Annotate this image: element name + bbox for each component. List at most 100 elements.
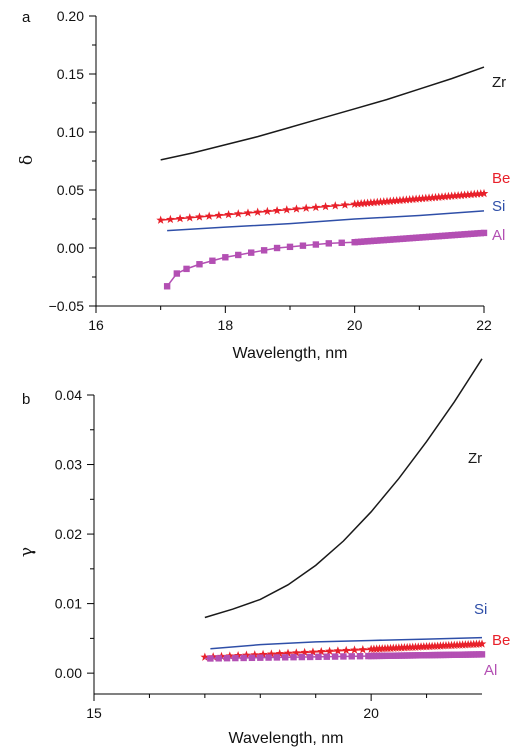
data-point-be-a	[350, 199, 360, 208]
data-point-al-b	[207, 655, 214, 662]
data-point-be-a	[476, 189, 486, 198]
data-point-al-b	[298, 653, 306, 661]
data-point-be-a	[447, 191, 457, 200]
data-point-al-b	[340, 653, 347, 660]
series-line-si-b	[210, 636, 483, 650]
data-point-be-a	[243, 208, 253, 217]
data-point-be-a	[262, 206, 272, 216]
data-point-be-a	[214, 210, 224, 220]
data-point-al-a	[235, 251, 242, 259]
data-point-be-a	[437, 192, 447, 201]
data-point-be-a	[253, 207, 263, 216]
data-point-be-b	[325, 646, 334, 655]
data-point-be-b	[477, 639, 487, 648]
y-tick-label: 0.02	[55, 526, 82, 542]
data-point-be-a	[175, 213, 185, 223]
data-point-be-a	[359, 198, 369, 208]
data-point-be-a	[204, 211, 214, 220]
data-point-al-a	[432, 233, 439, 240]
data-point-be-b	[267, 649, 276, 658]
data-point-be-a	[450, 191, 460, 200]
data-point-be-a	[473, 189, 482, 198]
data-point-be-b	[275, 648, 285, 658]
data-point-be-a	[453, 191, 463, 200]
data-point-be-b	[283, 648, 293, 657]
data-point-be-a	[389, 196, 398, 205]
data-point-al-a	[387, 236, 394, 243]
data-point-be-a	[301, 203, 311, 212]
data-point-be-a	[395, 195, 405, 205]
y-axis-title-a: δ	[17, 155, 37, 165]
x-tick-label: 18	[218, 317, 234, 333]
data-point-al-a	[471, 230, 478, 237]
data-point-be-a	[185, 213, 195, 222]
data-point-al-a	[286, 243, 294, 251]
data-point-be-b	[242, 650, 251, 659]
data-point-al-b	[315, 653, 322, 661]
data-point-be-a	[165, 214, 175, 224]
data-point-al-a	[361, 238, 368, 245]
data-point-al-b	[356, 653, 364, 660]
data-point-al-a	[357, 238, 365, 245]
data-point-be-b	[200, 652, 210, 661]
panel-label-a: a	[22, 9, 31, 26]
data-point-be-a	[398, 195, 408, 204]
series-line-si-a	[167, 210, 485, 232]
data-point-be-a	[463, 190, 473, 199]
series-label-zr-a: Zr	[492, 74, 506, 91]
data-point-be-a	[369, 197, 379, 207]
y-tick-label: 0.00	[57, 240, 84, 256]
data-point-al-b	[240, 654, 247, 662]
data-point-al-a	[374, 237, 381, 244]
data-point-al-a	[367, 237, 375, 245]
chart-panel-b: b Wavelength, nm γ 15 20 0.00 0.01 0.02 0.03 0…	[17, 358, 510, 747]
data-point-al-b	[290, 654, 297, 661]
x-tick-label: 15	[86, 705, 102, 721]
ticks-b: 15 20 0.00 0.01 0.02 0.03 0.04	[55, 387, 428, 721]
data-point-al-b	[223, 655, 231, 662]
data-point-be-b	[350, 645, 359, 654]
data-point-al-b	[348, 653, 355, 660]
data-point-al-a	[260, 247, 268, 254]
data-point-al-a	[399, 235, 407, 242]
data-point-be-a	[456, 190, 466, 200]
data-point-al-a	[364, 238, 371, 245]
data-point-al-a	[403, 235, 410, 242]
data-point-al-a	[480, 229, 488, 237]
x-tick-label: 16	[88, 317, 104, 333]
data-point-be-a	[224, 209, 233, 219]
data-point-al-b	[257, 654, 264, 661]
data-point-be-a	[418, 193, 427, 203]
data-point-be-a	[460, 190, 469, 199]
data-point-al-b	[282, 654, 289, 661]
x-axis-title-b: Wavelength, nm	[228, 730, 343, 747]
data-point-be-a	[431, 192, 440, 202]
x-tick-label: 20	[363, 705, 379, 721]
data-point-al-a	[299, 242, 307, 249]
data-point-al-a	[425, 233, 433, 241]
data-point-be-a	[408, 194, 418, 204]
data-point-be-b	[250, 650, 260, 659]
data-point-be-b	[341, 645, 351, 655]
data-point-be-a	[479, 188, 489, 198]
data-point-al-a	[163, 283, 171, 290]
data-point-al-a	[196, 261, 203, 268]
data-point-al-a	[422, 233, 429, 241]
data-point-al-a	[438, 232, 446, 240]
data-point-be-a	[282, 205, 292, 214]
data-point-al-b	[215, 655, 222, 662]
data-point-al-a	[435, 232, 442, 240]
data-point-be-a	[411, 194, 421, 203]
x-axis-title-a: Wavelength, nm	[232, 345, 347, 362]
panel-label-b: b	[22, 391, 30, 408]
data-point-al-a	[442, 232, 449, 239]
series-label-al-b: Al	[484, 662, 497, 679]
data-point-al-a	[464, 230, 472, 238]
ticks-a: 16 18 20 22 −0.05 0.00 0.05 0.10 0.15 0.20	[49, 8, 492, 333]
data-point-be-b	[358, 645, 368, 654]
data-point-be-a	[356, 199, 366, 208]
series-line-zr-b	[204, 358, 483, 619]
data-point-be-a	[402, 195, 411, 204]
data-point-be-a	[424, 193, 434, 202]
data-point-be-a	[444, 191, 453, 201]
